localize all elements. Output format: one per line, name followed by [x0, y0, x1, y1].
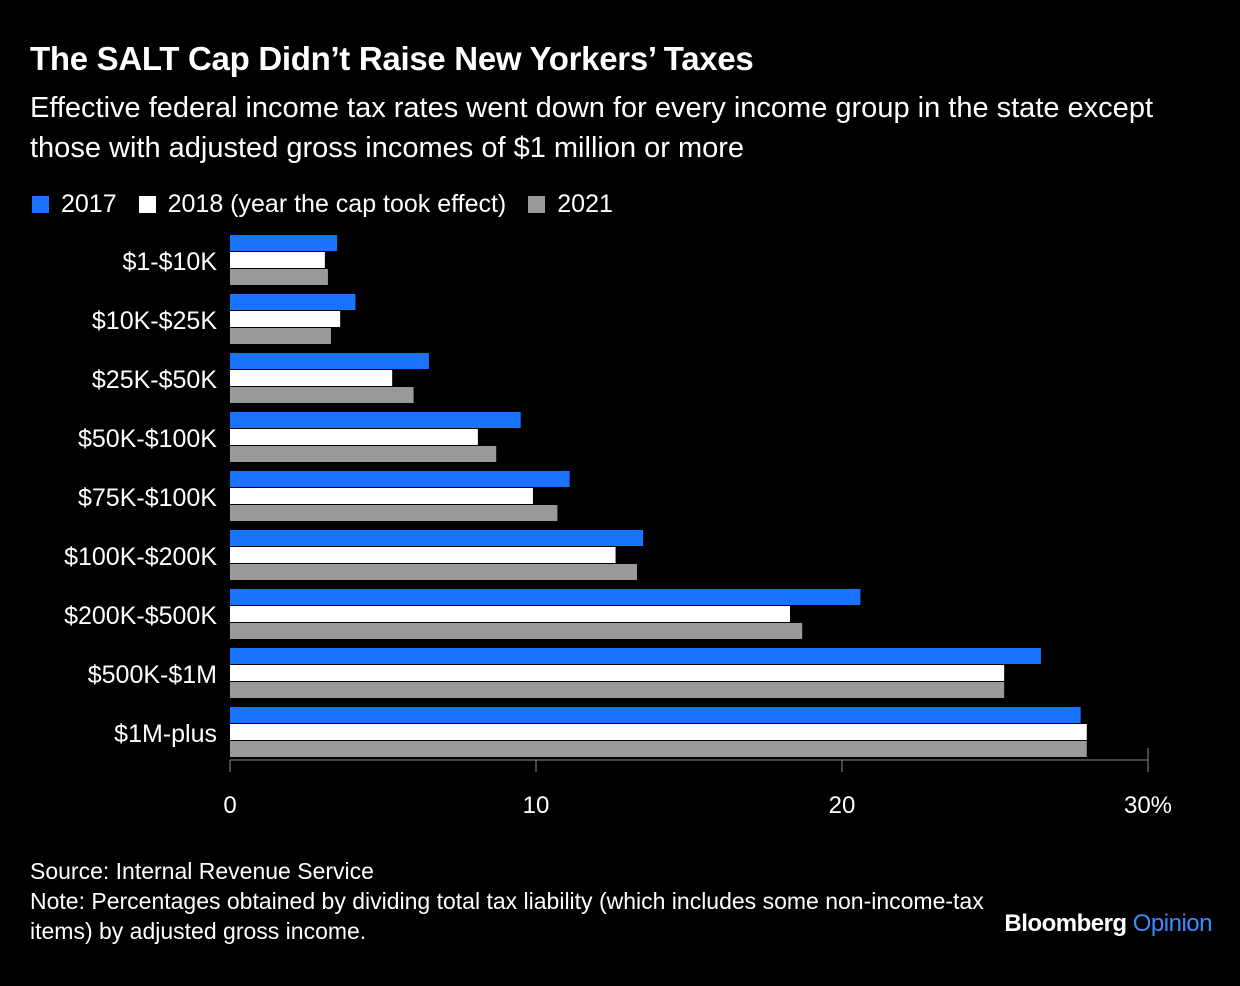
brand-section: Opinion: [1132, 910, 1213, 937]
brand-logo: Bloomberg Opinion: [1004, 910, 1212, 938]
bar-2017-8: [230, 707, 1081, 723]
source-text: Source: Internal Revenue Service: [30, 858, 374, 884]
legend-swatch-2018: [138, 196, 156, 213]
category-label: $10K-$25K: [92, 307, 217, 335]
legend-item-2021: 2021: [528, 190, 613, 219]
x-tick-label: 0: [223, 792, 236, 819]
legend-item-2018: 2018 (year the cap took effect): [138, 190, 507, 219]
bar-2017-4: [230, 471, 570, 487]
bar-2021-7: [230, 682, 1005, 698]
bar-2017-2: [230, 353, 429, 369]
legend-label-2017: 2017: [61, 190, 117, 218]
chart-title: The SALT Cap Didn’t Raise New Yorkers’ T…: [30, 40, 754, 77]
note-text: Note: Percentages obtained by dividing t…: [30, 888, 984, 944]
bar-2017-7: [230, 648, 1041, 664]
bar-2018-8: [230, 724, 1087, 740]
category-label: $1M-plus: [114, 720, 217, 748]
x-tick-label: 30%: [1124, 792, 1172, 819]
category-label: $50K-$100K: [78, 425, 217, 453]
legend-label-2018: 2018 (year the cap took effect): [167, 190, 507, 218]
bar-2018-2: [230, 370, 393, 386]
legend-swatch-2021: [528, 196, 546, 213]
brand-name: Bloomberg: [1004, 910, 1127, 937]
legend-label-2021: 2021: [557, 190, 613, 218]
bar-2021-4: [230, 505, 558, 521]
category-label: $100K-$200K: [64, 543, 217, 571]
category-label: $25K-$50K: [92, 366, 217, 394]
legend-item-2017: 2017: [32, 190, 117, 219]
bar-2018-3: [230, 429, 478, 445]
bar-2018-7: [230, 665, 1005, 681]
bar-2021-2: [230, 387, 414, 403]
category-label: $200K-$500K: [64, 602, 217, 630]
bar-2021-0: [230, 269, 328, 285]
bar-2017-6: [230, 589, 861, 605]
x-tick-label: 20: [829, 792, 856, 819]
chart-subtitle: Effective federal income tax rates went …: [30, 92, 1153, 164]
x-tick-label: 10: [523, 792, 550, 819]
bar-2021-6: [230, 623, 803, 639]
category-label: $500K-$1M: [88, 661, 217, 689]
legend-swatch-2017: [32, 196, 49, 213]
bar-2021-5: [230, 564, 637, 580]
bar-2021-1: [230, 328, 331, 344]
bar-2018-5: [230, 547, 616, 563]
bar-2018-4: [230, 488, 533, 504]
legend: 2017 2018 (year the cap took effect) 202…: [32, 190, 635, 219]
bar-2017-0: [230, 235, 338, 251]
category-label: $1-$10K: [122, 248, 217, 276]
bar-2018-0: [230, 252, 325, 268]
category-label: $75K-$100K: [78, 484, 217, 512]
footer: Source: Internal Revenue Service Note: P…: [30, 856, 990, 946]
bar-2017-3: [230, 412, 521, 428]
bar-2021-3: [230, 446, 497, 462]
bar-2021-8: [230, 741, 1087, 757]
bar-2018-1: [230, 311, 341, 327]
bar-2018-6: [230, 606, 790, 622]
bar-2017-5: [230, 530, 644, 546]
bar-2017-1: [230, 294, 356, 310]
